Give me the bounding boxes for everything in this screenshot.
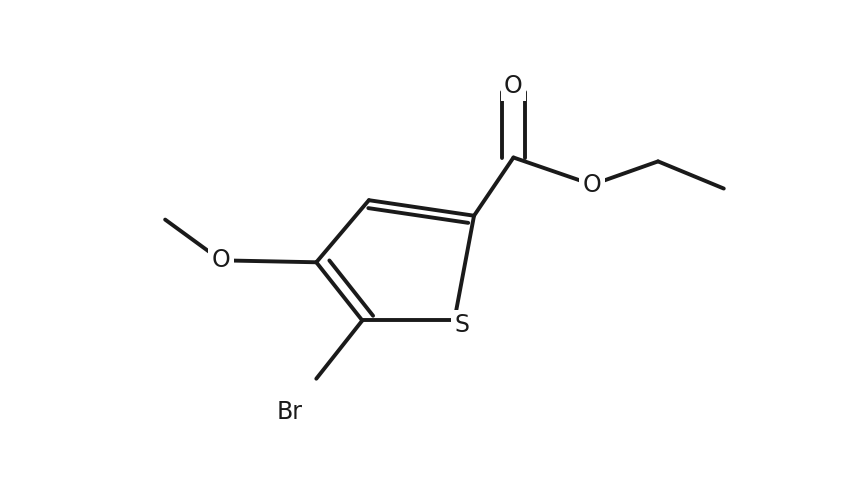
Text: O: O xyxy=(504,74,523,98)
Text: Br: Br xyxy=(277,400,303,424)
Text: O: O xyxy=(583,173,602,197)
Text: O: O xyxy=(212,248,231,272)
Text: S: S xyxy=(455,313,470,337)
